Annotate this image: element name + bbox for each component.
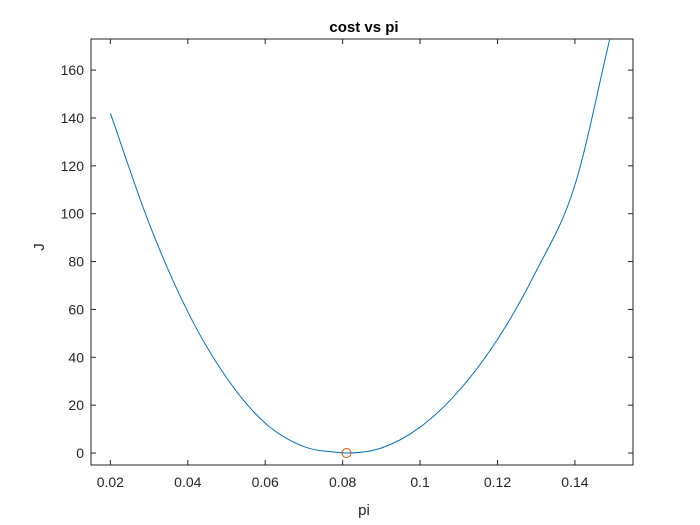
x-tick-label: 0.06: [252, 474, 279, 490]
x-tick-label: 0.08: [329, 474, 356, 490]
x-tick-label: 0.1: [410, 474, 430, 490]
minimum-marker: [341, 448, 352, 459]
x-tick-label: 0.12: [484, 474, 511, 490]
y-tick-label: 80: [68, 254, 84, 270]
y-tick-label: 20: [68, 397, 84, 413]
y-tick-label: 60: [68, 301, 84, 317]
chart-title: cost vs pi: [329, 19, 398, 36]
series-line-0: [109, 38, 611, 454]
x-tick-label: 0.14: [561, 474, 588, 490]
y-axis-label: J: [31, 243, 48, 251]
y-tick-label: 160: [61, 62, 85, 78]
x-axis-label: pi: [358, 502, 370, 519]
y-tick-label: 40: [68, 349, 84, 365]
y-tick-label: 120: [61, 158, 85, 174]
x-tick-label: 0.02: [97, 474, 124, 490]
y-tick-label: 140: [61, 110, 85, 126]
axes-box: [90, 38, 634, 466]
y-tick-label: 0: [76, 445, 84, 461]
x-tick-label: 0.04: [174, 474, 201, 490]
y-tick-label: 100: [61, 206, 85, 222]
plot-area: 0.02 0.04 0.06 0.08 0.1 0.12 0.14 0 20 40 60 80 100 1…: [61, 38, 634, 490]
